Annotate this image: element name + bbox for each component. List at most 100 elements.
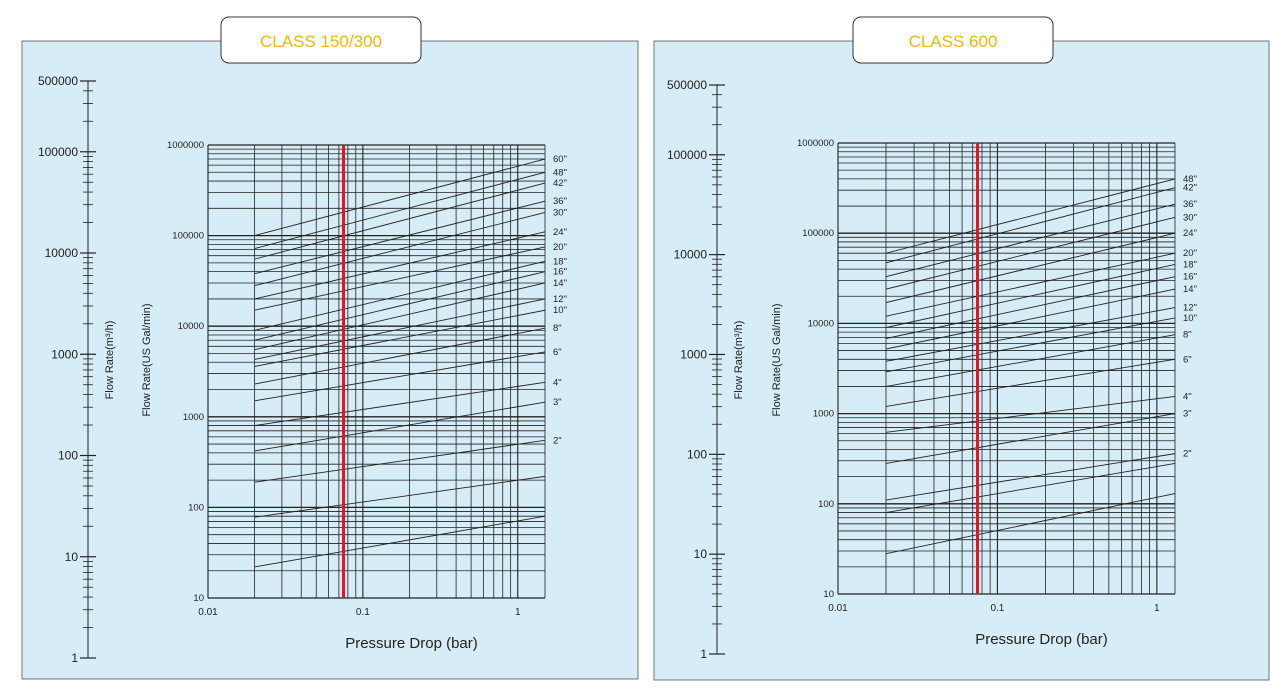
series-group <box>885 178 1176 555</box>
y-tick-label: 1000000 <box>167 140 204 151</box>
series-label: 36" <box>553 196 567 207</box>
series-line <box>885 232 1176 304</box>
series-line <box>254 246 546 311</box>
series-label: 12" <box>553 294 567 305</box>
secondary-tick-label: 10 <box>694 547 708 561</box>
series-label: 16" <box>1183 272 1197 283</box>
secondary-tick-label: 1000 <box>51 347 78 361</box>
x-tick-label: 0.1 <box>990 603 1004 614</box>
series-label: 10" <box>1183 313 1197 324</box>
series-label: 24" <box>553 227 567 238</box>
y-tick-label: 1000 <box>183 412 204 423</box>
series-line <box>254 282 546 351</box>
series-line <box>885 264 1176 328</box>
series-label: 42" <box>1183 183 1197 194</box>
x-axis-label: Pressure Drop (bar) <box>345 635 478 652</box>
series-label: 48" <box>1183 174 1197 185</box>
series-line <box>885 317 1176 373</box>
series-line <box>885 252 1176 317</box>
x-tick-label: 0.1 <box>356 607 370 618</box>
y-tick-label: 10000 <box>178 321 204 332</box>
series-line <box>885 395 1176 433</box>
secondary-tick-label: 100 <box>58 449 78 463</box>
series-line <box>254 475 546 518</box>
series-label: 18" <box>553 256 567 267</box>
secondary-tick-label: 1000 <box>680 347 707 361</box>
chart-background <box>21 40 639 680</box>
series-label: 30" <box>553 207 567 218</box>
series-label: 18" <box>1183 259 1197 270</box>
series-line <box>254 158 546 237</box>
secondary-axis-label: Flow Rate(m³/h) <box>733 321 745 400</box>
series-label: 8" <box>1183 330 1192 341</box>
series-line <box>254 200 546 275</box>
plot-grid <box>837 142 1176 595</box>
series-line <box>254 327 546 385</box>
chart-svg: CLASS 600 1 10 100 1000 10000 100000 500000 Flow… <box>653 16 1270 681</box>
series-label: 14" <box>553 278 567 289</box>
series-line <box>885 358 1176 407</box>
series-line <box>885 334 1176 387</box>
series-line <box>254 401 546 452</box>
secondary-tick-label: 100 <box>687 447 707 461</box>
series-line <box>885 187 1176 264</box>
series-line <box>254 351 546 402</box>
series-label: 4" <box>1183 391 1192 402</box>
y-tick-label: 100 <box>818 499 834 510</box>
series-line <box>254 298 546 360</box>
y-tick-label: 1000000 <box>797 138 834 149</box>
series-label: 20" <box>553 242 567 253</box>
y-tick-label: 100000 <box>802 228 834 239</box>
series-line <box>885 178 1176 254</box>
chart-background <box>653 40 1270 681</box>
series-label: 6" <box>1183 354 1192 365</box>
series-label: 20" <box>1183 248 1197 259</box>
series-line <box>254 381 546 427</box>
y-tick-label: 100000 <box>172 231 204 242</box>
series-label: 3" <box>1183 409 1192 420</box>
series-line <box>885 307 1176 362</box>
secondary-tick-label: 100000 <box>38 145 78 159</box>
chart-title-box <box>852 16 1054 64</box>
series-label: 3" <box>553 397 562 408</box>
x-tick-label: 0.01 <box>198 607 218 618</box>
series-label: 8" <box>553 323 562 334</box>
series-line <box>254 212 546 287</box>
y-tick-label: 10 <box>193 593 204 604</box>
secondary-tick-label: 1 <box>700 647 707 661</box>
series-label: 16" <box>553 267 567 278</box>
x-axis-label: Pressure Drop (bar) <box>975 631 1108 648</box>
series-label: 10" <box>553 305 567 316</box>
secondary-tick-label: 10000 <box>674 248 708 262</box>
y-tick-label: 1000 <box>813 409 834 420</box>
chart-panel-class-600: CLASS 600 1 10 100 1000 10000 100000 500000 Flow… <box>635 0 1273 695</box>
series-label: 4" <box>553 377 562 388</box>
series-line <box>885 203 1176 278</box>
secondary-tick-label: 500000 <box>38 74 78 88</box>
series-line <box>254 271 546 341</box>
chart-panel-class-150-300: CLASS 150/300 1 10 100 1000 10000 100000 500000… <box>0 0 640 695</box>
series-line <box>254 309 546 367</box>
series-line <box>254 439 546 483</box>
x-tick-label: 1 <box>515 607 521 618</box>
series-label: 2" <box>1183 449 1192 460</box>
secondary-tick-label: 1 <box>71 651 78 665</box>
series-line <box>254 231 546 300</box>
series-line <box>885 216 1176 290</box>
series-group <box>254 158 546 568</box>
secondary-tick-label: 100000 <box>667 148 707 162</box>
y-tick-label: 10000 <box>808 318 834 329</box>
series-line <box>885 463 1176 513</box>
series-label: 12" <box>1183 303 1197 314</box>
series-line <box>885 453 1176 501</box>
x-tick-label: 0.01 <box>828 603 848 614</box>
series-line <box>254 182 546 260</box>
series-label: 2" <box>553 435 562 446</box>
series-line <box>885 288 1176 350</box>
series-label: 60" <box>553 154 567 165</box>
chart-title: CLASS 600 <box>909 32 998 51</box>
y-axis-label: Flow Rate(US Gal/min) <box>141 303 153 416</box>
secondary-tick-label: 500000 <box>667 78 707 92</box>
series-line <box>885 493 1176 555</box>
x-tick-label: 1 <box>1154 603 1160 614</box>
